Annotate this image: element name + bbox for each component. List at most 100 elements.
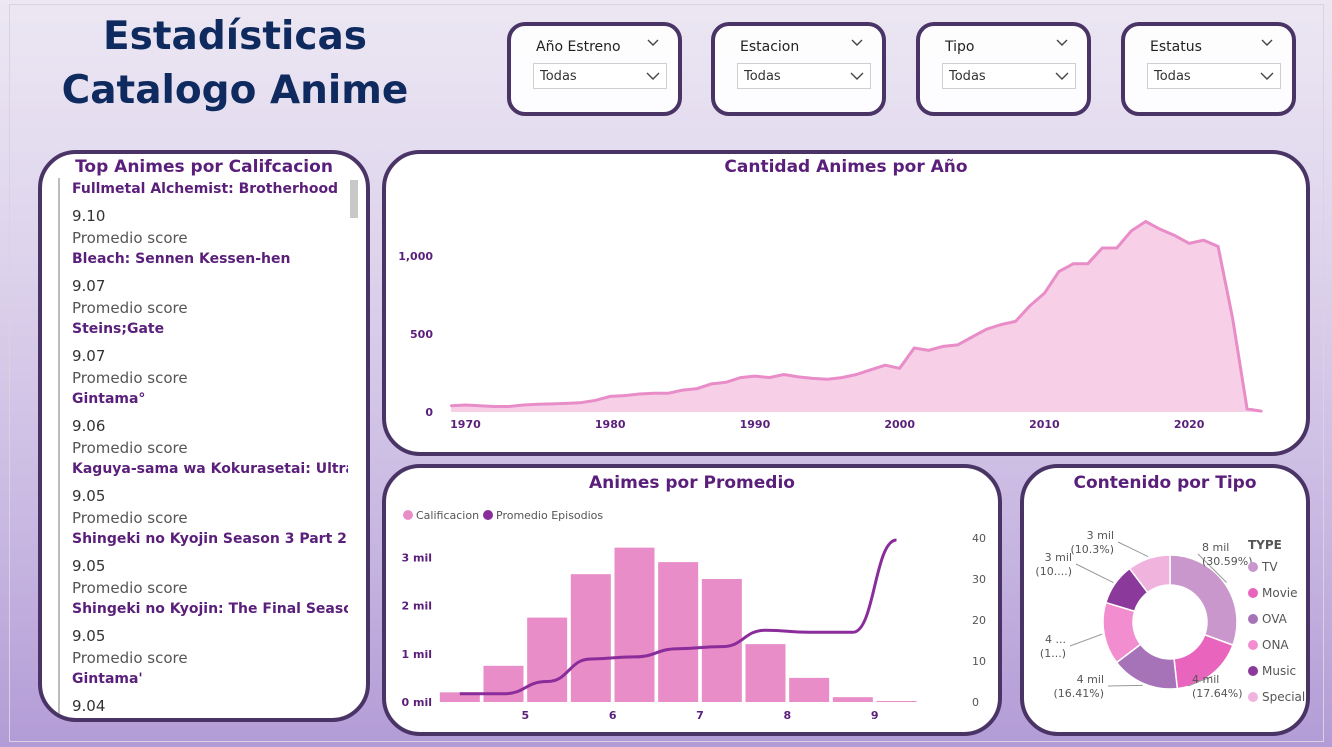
slicer-value: Todas (744, 69, 781, 84)
y-tick-label: 0 (425, 406, 433, 419)
slicer-estatus[interactable]: Estatus Todas (1121, 22, 1296, 116)
label-leader (1187, 675, 1213, 687)
slicer-dropdown[interactable]: Todas (942, 63, 1076, 89)
chevron-down-icon (850, 72, 864, 80)
anime-name: Kaguya-sama wa Kokurasetai: Ultra Rom... (72, 461, 348, 477)
legend-marker (1248, 614, 1258, 624)
anime-score-label: Promedio score (72, 229, 188, 247)
label-leader (1107, 684, 1143, 687)
y2-tick-label: 40 (972, 532, 986, 545)
list-item[interactable]: Shingeki no Kyojin Season 3 Part 2 9.05 … (58, 528, 348, 598)
legend-label: ONA (1262, 638, 1289, 652)
bar (570, 574, 611, 702)
top-animes-title: Top Animes por Califcacion (75, 157, 333, 177)
data-point (724, 381, 728, 384)
chevron-down-icon[interactable] (646, 36, 660, 50)
anime-score: 9.04 (72, 697, 106, 715)
slicer-estacion[interactable]: Estacion Todas (711, 22, 886, 116)
x-tick-label: 2010 (1029, 418, 1060, 431)
list-item[interactable]: Gintama° 9.06 Promedio score (58, 388, 348, 458)
combo-chart[interactable]: Calificacion Promedio Episodios 5 6 7 8 9 0 mil… (386, 468, 998, 732)
bar (745, 644, 786, 702)
data-label: 3 mil (1045, 551, 1072, 564)
data-point (695, 387, 699, 390)
data-point (1101, 246, 1104, 250)
data-label: 4 mil (1192, 673, 1219, 686)
data-point (1260, 410, 1263, 413)
y-tick-label: 1 mil (402, 648, 433, 661)
legend-marker (1248, 562, 1258, 572)
top-animes-list[interactable]: Fullmetal Alchemist: Brotherhood 9.10 Pr… (58, 178, 348, 718)
area-chart[interactable]: 1970 1980 1990 2000 2010 2020 0 500 1,000 (386, 154, 1306, 452)
anime-name: Gintama° (72, 391, 146, 407)
data-point (1014, 320, 1017, 323)
legend-marker (1248, 692, 1258, 702)
list-item[interactable]: Steins;Gate 9.07 Promedio score (58, 318, 348, 388)
report-canvas (9, 4, 1324, 742)
data-point (985, 328, 988, 331)
slicer-label: Estatus (1150, 39, 1202, 55)
data-label: (30.59%) (1202, 555, 1253, 568)
anime-score-label: Promedio score (72, 439, 188, 457)
bar (832, 697, 873, 702)
data-label: (16.41%) (1053, 687, 1104, 700)
data-point (652, 392, 655, 395)
x-tick-label: 9 (871, 709, 879, 722)
donut-chart[interactable]: 8 mil(30.59%)4 mil(17.64%)4 mil(16.41%)4… (1024, 468, 1306, 732)
chevron-down-icon[interactable] (1055, 36, 1069, 50)
contenido-por-tipo-card: Contenido por Tipo 8 mil (30.59%) 4 mil (17… (1020, 464, 1310, 736)
data-point (1245, 407, 1249, 411)
data-point (753, 374, 757, 378)
list-item[interactable]: Bleach: Sennen Kessen-hen 9.07 Promedio … (58, 248, 348, 318)
data-point (493, 405, 496, 408)
data-point (739, 376, 742, 379)
data-point (884, 363, 887, 367)
legend-marker (483, 510, 493, 520)
data-point (666, 392, 670, 395)
label-leader (1069, 633, 1103, 647)
label-leader (1117, 541, 1149, 558)
chevron-down-icon (646, 72, 660, 80)
anime-score: 9.05 (72, 557, 106, 575)
anime-score: 9.07 (72, 347, 106, 365)
data-point (912, 346, 916, 350)
data-point (1130, 229, 1133, 233)
data-point (609, 395, 612, 398)
list-item[interactable]: Fullmetal Alchemist: Brotherhood 9.10 Pr… (58, 178, 348, 248)
chevron-down-icon[interactable] (1260, 36, 1274, 50)
series-line (459, 538, 897, 696)
x-tick-label: 2020 (1174, 418, 1205, 431)
chevron-down-icon[interactable] (850, 36, 864, 50)
y2-tick-label: 10 (972, 655, 986, 668)
list-item[interactable]: Gintama' 9.04 (58, 668, 348, 718)
slicer-dropdown[interactable]: Todas (533, 63, 667, 89)
legend-label: Movie (1262, 586, 1298, 600)
anime-score: 9.07 (72, 277, 106, 295)
bar (614, 547, 655, 702)
slicer-tipo[interactable]: Tipo Todas (916, 22, 1091, 116)
bar (658, 562, 699, 702)
list-scrollbar[interactable] (350, 180, 358, 218)
data-point (840, 376, 843, 379)
chevron-down-icon (1055, 72, 1069, 80)
data-point (478, 404, 482, 407)
data-point (1086, 262, 1090, 265)
slicer-dropdown[interactable]: Todas (1147, 63, 1281, 89)
data-point (594, 399, 597, 402)
data-point (507, 405, 511, 408)
bar (701, 579, 742, 702)
x-tick-label: 2000 (884, 418, 915, 431)
list-item[interactable]: Kaguya-sama wa Kokurasetai: Ultra Rom...… (58, 458, 348, 528)
anime-name: Shingeki no Kyojin: The Final Season - K… (72, 601, 348, 617)
data-point (768, 376, 771, 379)
data-point (1028, 304, 1032, 308)
data-point (826, 378, 829, 381)
slicer-ano-estreno[interactable]: Año Estreno Todas (507, 22, 682, 116)
donut-slice (1169, 554, 1238, 647)
legend-label: Special (1262, 690, 1305, 704)
top-animes-card: Top Animes por Califcacion Fullmetal Alc… (38, 150, 370, 722)
legend-label: OVA (1262, 612, 1288, 626)
page-title-line1: Estadísticas (103, 14, 367, 59)
list-item[interactable]: Shingeki no Kyojin: The Final Season - K… (58, 598, 348, 668)
slicer-dropdown[interactable]: Todas (737, 63, 871, 89)
